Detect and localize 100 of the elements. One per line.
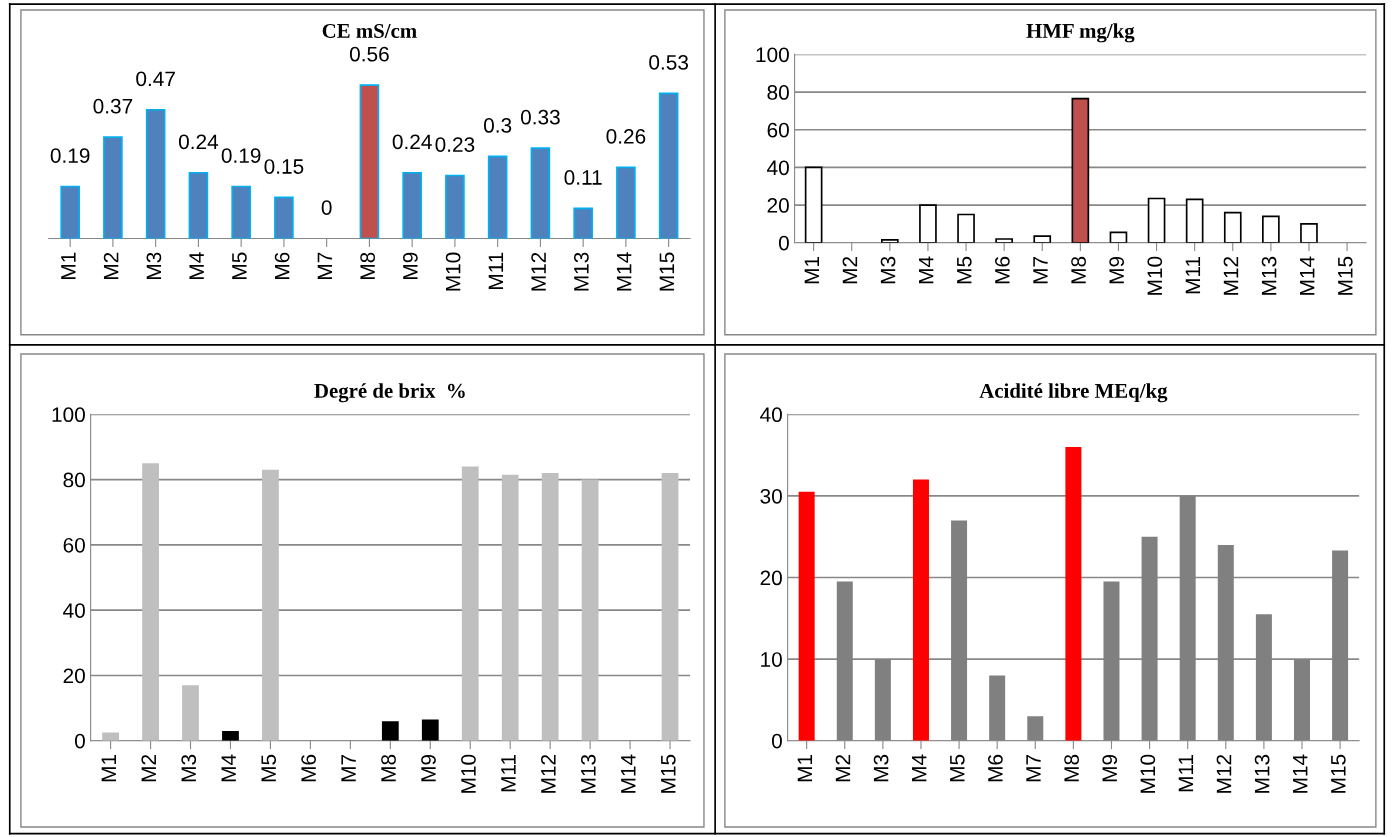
y-tick-label: 0 bbox=[771, 733, 782, 749]
y-tick-label: 80 bbox=[63, 472, 85, 488]
x-tick-label: M1 bbox=[804, 256, 820, 284]
x-tick-label: M1 bbox=[101, 754, 116, 782]
x-tick-label: M11 bbox=[1185, 256, 1201, 294]
x-tick-label: M7 bbox=[317, 252, 333, 279]
data-label: 0.26 bbox=[606, 128, 646, 144]
bar bbox=[231, 185, 251, 239]
y-tick-label: 40 bbox=[767, 160, 789, 176]
bar bbox=[1300, 223, 1318, 243]
y-tick-label: 20 bbox=[760, 570, 782, 586]
chart-title: HMF mg/kg bbox=[1026, 23, 1135, 43]
x-tick-label: M10 bbox=[445, 252, 461, 291]
x-tick-label: M5 bbox=[950, 754, 965, 782]
data-label: 0 bbox=[321, 200, 332, 215]
bar bbox=[262, 469, 279, 741]
bar bbox=[661, 473, 679, 741]
data-label: 0.15 bbox=[264, 159, 304, 174]
x-tick-label: M13 bbox=[574, 252, 589, 291]
x-tick-label: M4 bbox=[221, 754, 236, 782]
bar bbox=[222, 730, 239, 741]
bar bbox=[142, 463, 159, 741]
bar bbox=[1147, 197, 1166, 243]
x-tick-label: M14 bbox=[1293, 754, 1308, 793]
x-tick-label: M14 bbox=[1300, 256, 1315, 295]
x-tick-label: M13 bbox=[580, 754, 596, 793]
x-tick-label: M6 bbox=[988, 754, 1003, 782]
bar bbox=[804, 166, 823, 243]
bar bbox=[188, 171, 209, 239]
x-tick-label: M9 bbox=[1102, 754, 1118, 782]
y-tick-label: 100 bbox=[756, 47, 789, 63]
x-tick-label: M6 bbox=[301, 754, 316, 782]
data-label: 0.23 bbox=[435, 137, 475, 152]
data-label: 0.53 bbox=[649, 55, 689, 70]
bar bbox=[1071, 97, 1090, 243]
bar bbox=[541, 473, 559, 741]
x-tick-label: M14 bbox=[621, 754, 636, 793]
x-tick-label: M4 bbox=[189, 252, 204, 279]
data-label: 0.24 bbox=[178, 134, 219, 150]
x-tick-label: M6 bbox=[274, 252, 290, 279]
x-tick-label: M1 bbox=[797, 754, 813, 782]
x-tick-label: M5 bbox=[261, 754, 277, 782]
x-tick-label: M3 bbox=[880, 256, 896, 284]
bar bbox=[1262, 215, 1280, 243]
x-tick-label: M5 bbox=[957, 256, 972, 284]
y-tick-label: 40 bbox=[63, 603, 85, 618]
x-tick-label: M12 bbox=[531, 252, 546, 291]
y-tick-label: 60 bbox=[767, 122, 789, 138]
bar bbox=[616, 166, 636, 239]
x-tick-label: M2 bbox=[141, 754, 156, 782]
data-label: 0.19 bbox=[50, 148, 90, 163]
bar bbox=[274, 196, 294, 239]
bar bbox=[530, 147, 551, 239]
data-label: 0.19 bbox=[221, 148, 261, 163]
x-tick-label: M6 bbox=[994, 256, 1010, 284]
bar bbox=[60, 185, 80, 239]
y-tick-label: 80 bbox=[767, 85, 789, 100]
bar bbox=[957, 213, 975, 243]
x-tick-label: M13 bbox=[1254, 754, 1270, 793]
bar bbox=[919, 204, 937, 243]
y-tick-label: 20 bbox=[63, 668, 85, 684]
x-tick-label: M11 bbox=[501, 754, 516, 792]
y-tick-label: 0 bbox=[778, 235, 789, 251]
x-tick-label: M15 bbox=[1331, 754, 1346, 793]
x-tick-label: M10 bbox=[1140, 754, 1156, 793]
x-tick-label: M3 bbox=[873, 754, 889, 782]
y-tick-label: 30 bbox=[760, 488, 782, 504]
bar bbox=[798, 491, 815, 741]
x-tick-label: M2 bbox=[835, 754, 851, 782]
x-tick-label: M14 bbox=[616, 252, 632, 291]
x-tick-label: M9 bbox=[421, 754, 436, 782]
x-tick-label: M11 bbox=[488, 252, 504, 290]
x-tick-label: M7 bbox=[1033, 256, 1048, 284]
data-label: 0.3 bbox=[483, 118, 512, 133]
bar bbox=[573, 207, 593, 239]
bar bbox=[501, 474, 519, 741]
x-tick-label: M3 bbox=[181, 754, 197, 782]
bar bbox=[359, 84, 380, 239]
x-tick-label: M4 bbox=[918, 256, 934, 284]
x-tick-label: M15 bbox=[1338, 256, 1353, 295]
bar bbox=[445, 174, 465, 239]
bar bbox=[461, 466, 479, 741]
bar bbox=[487, 155, 508, 239]
bar bbox=[381, 721, 399, 741]
chart-title: CE mS/cm bbox=[322, 23, 417, 38]
x-tick-label: M8 bbox=[1064, 754, 1079, 782]
bar bbox=[1223, 211, 1242, 243]
x-tick-label: M9 bbox=[403, 252, 418, 279]
x-tick-label: M7 bbox=[1026, 754, 1041, 782]
bar bbox=[912, 479, 929, 741]
chart-title: Acidité libre MEq/kg bbox=[979, 383, 1168, 403]
y-tick-label: 100 bbox=[52, 407, 85, 423]
y-tick-label: 10 bbox=[761, 652, 782, 667]
data-label: 0.24 bbox=[392, 134, 432, 150]
x-tick-label: M12 bbox=[1223, 256, 1239, 295]
chart-title: Degré de brix % bbox=[314, 383, 465, 403]
y-tick-label: 0 bbox=[74, 733, 85, 749]
x-tick-label: M2 bbox=[103, 252, 119, 279]
bar bbox=[402, 171, 422, 239]
y-tick-label: 60 bbox=[63, 537, 85, 553]
